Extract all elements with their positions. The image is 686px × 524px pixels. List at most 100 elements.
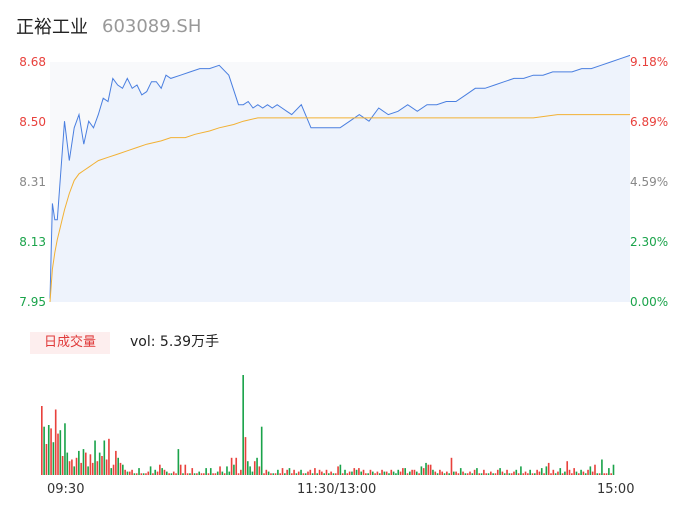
volume-bar bbox=[545, 466, 548, 475]
volume-bar bbox=[300, 469, 302, 475]
volume-bar bbox=[464, 473, 467, 475]
time-label-close: 15:00 bbox=[597, 482, 635, 497]
volume-bar bbox=[353, 468, 356, 475]
volume-bar bbox=[57, 433, 59, 475]
volume-bar bbox=[443, 473, 446, 475]
volume-bar bbox=[240, 469, 242, 475]
volume-bar bbox=[494, 473, 497, 475]
volume-bar bbox=[230, 457, 233, 475]
volume-bar bbox=[480, 473, 483, 475]
volume-bar bbox=[281, 468, 284, 475]
volume-bar bbox=[446, 471, 448, 475]
volume-bar bbox=[374, 473, 376, 475]
volume-bar bbox=[564, 471, 566, 475]
volume-bar bbox=[87, 466, 89, 475]
volume-bar bbox=[334, 473, 337, 475]
volume-bar bbox=[543, 473, 545, 475]
volume-bar bbox=[182, 473, 184, 475]
volume-bar bbox=[538, 471, 541, 475]
volume-bar bbox=[249, 466, 251, 475]
volume-bar bbox=[478, 473, 481, 475]
volume-bar bbox=[124, 469, 126, 475]
volume-bar bbox=[420, 466, 423, 475]
price-area-fill bbox=[50, 55, 630, 303]
volume-bar bbox=[138, 468, 140, 475]
volume-bar bbox=[214, 473, 217, 475]
volume-bar bbox=[205, 468, 207, 475]
volume-bar bbox=[406, 473, 409, 475]
volume-bar bbox=[133, 473, 136, 475]
volume-bar bbox=[45, 444, 48, 475]
volume-bar bbox=[594, 464, 596, 475]
volume-bar bbox=[434, 471, 437, 475]
volume-bar bbox=[346, 473, 349, 475]
volume-bar bbox=[154, 469, 157, 475]
volume-bar bbox=[550, 473, 552, 475]
volume-bar bbox=[341, 473, 344, 475]
volume-bar bbox=[601, 459, 603, 475]
volume-bar bbox=[64, 423, 66, 475]
volume-bars bbox=[41, 375, 615, 475]
volume-bar bbox=[293, 469, 295, 475]
volume-bar bbox=[483, 469, 485, 475]
volume-bar bbox=[122, 464, 124, 475]
volume-bar bbox=[260, 426, 263, 475]
volume-bar bbox=[429, 464, 432, 475]
volume-bar bbox=[193, 473, 196, 475]
volume-bar bbox=[152, 473, 154, 475]
volume-bar bbox=[75, 457, 78, 475]
volume-bar bbox=[425, 462, 427, 475]
volume-bar bbox=[98, 452, 101, 475]
volume-bar bbox=[297, 471, 300, 475]
volume-bar bbox=[436, 473, 439, 475]
volume-bar bbox=[344, 469, 346, 475]
volume-bar bbox=[161, 468, 163, 475]
volume-bar bbox=[568, 469, 571, 475]
volume-bar bbox=[309, 469, 312, 475]
volume-bar bbox=[328, 473, 330, 475]
volume-bar bbox=[573, 468, 575, 475]
volume-bar bbox=[587, 469, 589, 475]
volume-bar bbox=[246, 461, 249, 475]
volume-bar bbox=[304, 473, 307, 475]
volume-bar bbox=[47, 425, 50, 475]
volume-tab[interactable]: 日成交量 bbox=[30, 332, 110, 354]
volume-bar bbox=[170, 473, 173, 475]
volume-bar bbox=[212, 473, 214, 475]
volume-bar bbox=[469, 471, 471, 475]
volume-bar bbox=[527, 473, 529, 475]
stock-code: 603089.SH bbox=[102, 15, 202, 37]
volume-bar bbox=[466, 473, 469, 475]
volume-bar bbox=[112, 464, 115, 475]
volume-bar bbox=[591, 471, 594, 475]
volume-bar bbox=[584, 473, 587, 475]
volume-bar bbox=[302, 473, 305, 475]
volume-bar bbox=[378, 473, 381, 475]
volume-bar bbox=[267, 471, 270, 475]
volume-bar bbox=[348, 471, 351, 475]
volume-bar bbox=[517, 473, 520, 475]
volume-bar bbox=[128, 471, 131, 475]
volume-bar bbox=[159, 464, 161, 475]
volume-bar bbox=[244, 437, 247, 475]
volume-bar bbox=[219, 466, 221, 475]
volume-bar bbox=[279, 473, 282, 475]
volume-bar bbox=[452, 471, 455, 475]
volume-bar bbox=[172, 471, 175, 475]
price-tick-label: 8.13 bbox=[19, 235, 46, 249]
volume-bar bbox=[552, 469, 555, 475]
volume-bar bbox=[362, 469, 365, 475]
volume-bar bbox=[263, 473, 265, 475]
volume-bar bbox=[89, 454, 92, 475]
volume-bar bbox=[117, 457, 119, 475]
volume-bar bbox=[323, 473, 325, 475]
time-label-open: 09:30 bbox=[47, 482, 85, 497]
volume-bar bbox=[427, 464, 430, 475]
average-price-line bbox=[49, 114, 630, 303]
volume-bar bbox=[203, 473, 205, 475]
volume-bar bbox=[61, 456, 64, 475]
volume-bar bbox=[510, 473, 513, 475]
volume-bar bbox=[80, 462, 82, 475]
volume-bar bbox=[256, 457, 258, 475]
volume-bar bbox=[402, 468, 404, 475]
